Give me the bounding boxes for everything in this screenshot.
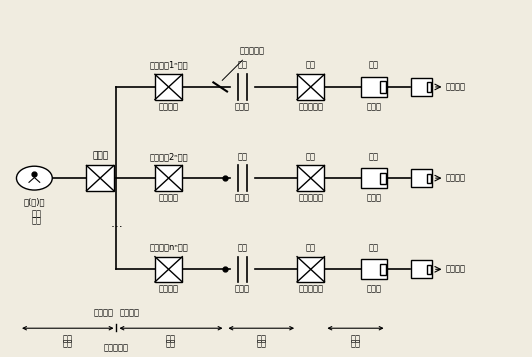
Circle shape	[16, 166, 52, 190]
Text: 户内: 户内	[306, 61, 316, 70]
Text: 楼层: 楼层	[237, 61, 247, 70]
Bar	[155, 257, 182, 282]
Text: 户内: 户内	[369, 152, 379, 161]
Text: 人(手)孔: 人(手)孔	[23, 197, 45, 206]
Text: 建筑物外: 建筑物外	[94, 308, 114, 317]
Text: 配线箱: 配线箱	[235, 102, 250, 111]
Text: 用户: 用户	[256, 335, 266, 343]
Bar	[427, 265, 431, 274]
Text: 终端盒: 终端盒	[367, 193, 381, 202]
Text: 户内: 户内	[306, 152, 316, 161]
Text: 户内: 户内	[369, 61, 379, 70]
Text: 电信间（nⁿ楼）: 电信间（nⁿ楼）	[149, 243, 188, 252]
Text: 配线: 配线	[32, 209, 42, 218]
Text: …: …	[111, 217, 122, 230]
Text: 终端盒: 终端盒	[367, 102, 381, 111]
Text: 楼层: 楼层	[237, 152, 247, 161]
Text: 配线设备: 配线设备	[159, 193, 179, 202]
Bar	[427, 174, 431, 183]
Bar	[411, 260, 432, 278]
Text: 配线箱: 配线箱	[235, 285, 250, 294]
Bar	[155, 74, 182, 100]
Text: 终端盒: 终端盒	[367, 285, 381, 294]
Bar	[411, 78, 432, 96]
Text: 信息插座: 信息插座	[445, 82, 466, 91]
Text: 电信间（2ⁿ楼）: 电信间（2ⁿ楼）	[149, 152, 188, 161]
Bar	[297, 166, 325, 191]
Text: 光缆: 光缆	[32, 216, 42, 225]
Text: 光缆: 光缆	[166, 340, 176, 348]
Text: 光纤接续点: 光纤接续点	[222, 46, 264, 80]
Text: 配线箱: 配线箱	[235, 193, 250, 202]
Bar	[87, 166, 114, 191]
Text: 用户: 用户	[166, 335, 176, 343]
Bar	[380, 172, 386, 184]
Text: 设备间: 设备间	[92, 151, 108, 160]
Text: 建筑物内: 建筑物内	[119, 308, 139, 317]
Text: 配线设备: 配线设备	[159, 285, 179, 294]
Bar	[411, 169, 432, 187]
Text: 电信间（1ⁿ楼）: 电信间（1ⁿ楼）	[149, 61, 188, 70]
Text: 线缆: 线缆	[351, 340, 361, 348]
Bar	[380, 264, 386, 275]
Text: 家居配线箱: 家居配线箱	[298, 102, 323, 111]
Text: 配线设备: 配线设备	[159, 102, 179, 111]
Bar	[297, 74, 325, 100]
Text: 信息插座: 信息插座	[445, 174, 466, 183]
Text: 光缆: 光缆	[256, 340, 266, 348]
Text: 配线: 配线	[63, 335, 73, 343]
Bar	[361, 77, 387, 97]
Bar	[361, 168, 387, 188]
Text: 户内: 户内	[306, 243, 316, 252]
Bar	[361, 259, 387, 280]
Text: 楼层: 楼层	[237, 243, 247, 252]
Bar	[155, 166, 182, 191]
Text: 户内: 户内	[369, 243, 379, 252]
Bar	[297, 257, 325, 282]
Text: 用户接入点: 用户接入点	[104, 343, 129, 352]
Text: 信息插座: 信息插座	[445, 265, 466, 274]
Bar	[380, 81, 386, 92]
Text: 家居配线箱: 家居配线箱	[298, 193, 323, 202]
Text: 户内: 户内	[351, 335, 361, 343]
Text: 光缆: 光缆	[63, 340, 73, 348]
Text: 家居配线箱: 家居配线箱	[298, 285, 323, 294]
Bar	[427, 82, 431, 91]
